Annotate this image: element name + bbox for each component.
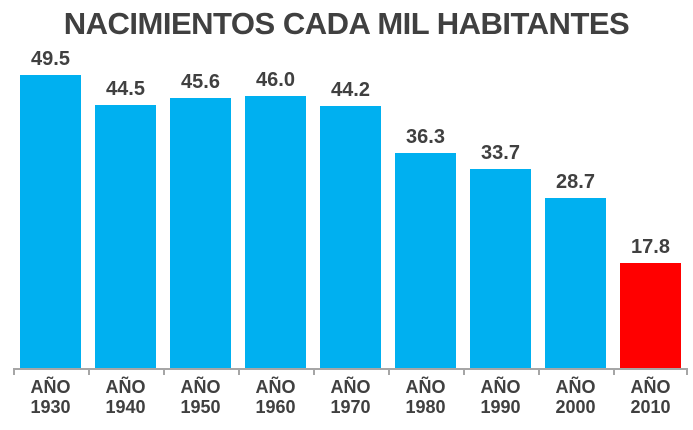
- axis-tick: [538, 368, 540, 375]
- bar-value-label: 44.2: [331, 79, 370, 101]
- bar-value-label: 49.5: [31, 48, 70, 70]
- x-axis-label-year: 1970: [330, 397, 371, 417]
- x-axis-label: AÑO 1930: [13, 377, 88, 417]
- bar-value-label: 17.8: [631, 236, 670, 258]
- bar-column: 45.6: [163, 38, 238, 368]
- x-axis-label-prefix: AÑO: [555, 377, 596, 397]
- x-axis-label-prefix: AÑO: [255, 377, 296, 397]
- x-axis-label-prefix: AÑO: [105, 377, 146, 397]
- bar: [245, 96, 306, 368]
- bar: [470, 169, 531, 368]
- x-axis-label-prefix: AÑO: [30, 377, 71, 397]
- x-axis-label: AÑO 1990: [463, 377, 538, 417]
- x-axis-label-year: 1990: [480, 397, 521, 417]
- x-axis-label-year: 1950: [180, 397, 221, 417]
- x-axis-label-prefix: AÑO: [180, 377, 221, 397]
- x-axis-label: AÑO 2000: [538, 377, 613, 417]
- x-axis-label: AÑO 1950: [163, 377, 238, 417]
- bar-value-label: 44.5: [106, 78, 145, 100]
- x-axis-label-prefix: AÑO: [630, 377, 671, 397]
- axis-tick: [238, 368, 240, 375]
- bar-column: 49.5: [13, 38, 88, 368]
- bar-value-label: 46.0: [256, 69, 295, 91]
- bar: [395, 153, 456, 368]
- bar: [95, 105, 156, 368]
- x-axis-label-year: 1930: [30, 397, 71, 417]
- bar: [20, 75, 81, 368]
- bar-value-label: 33.7: [481, 142, 520, 164]
- bar: [320, 106, 381, 368]
- bar-highlight: [620, 263, 681, 368]
- axis-tick: [388, 368, 390, 375]
- x-axis-label-prefix: AÑO: [480, 377, 521, 397]
- x-axis-label: AÑO 1970: [313, 377, 388, 417]
- bar-value-label: 36.3: [406, 126, 445, 148]
- x-axis-label: AÑO 1940: [88, 377, 163, 417]
- bar-column: 44.5: [88, 38, 163, 368]
- plot-area: 49.5 44.5 45.6 46.0 44.2 36.3 33.7 28.7 17.8: [13, 38, 688, 368]
- x-axis-label: AÑO 1960: [238, 377, 313, 417]
- bar-column: 33.7: [463, 38, 538, 368]
- bar-column: 44.2: [313, 38, 388, 368]
- x-axis-label-prefix: AÑO: [405, 377, 446, 397]
- axis-tick: [686, 368, 688, 375]
- axis-tick: [313, 368, 315, 375]
- bar-value-label: 45.6: [181, 71, 220, 93]
- bar: [545, 198, 606, 368]
- bar-column: 17.8: [613, 38, 688, 368]
- x-axis-line: [13, 368, 688, 375]
- bar-column: 28.7: [538, 38, 613, 368]
- axis-tick: [13, 368, 15, 375]
- x-axis-label-year: 1960: [255, 397, 296, 417]
- chart-title: NACIMIENTOS CADA MIL HABITANTES: [63, 6, 630, 41]
- x-axis-label-year: 1940: [105, 397, 146, 417]
- x-axis-label: AÑO 2010: [613, 377, 688, 417]
- axis-tick: [613, 368, 615, 375]
- bar-column: 36.3: [388, 38, 463, 368]
- bar-column: 46.0: [238, 38, 313, 368]
- bar-value-label: 28.7: [556, 171, 595, 193]
- axis-tick: [163, 368, 165, 375]
- bar: [170, 98, 231, 368]
- x-axis-label-prefix: AÑO: [330, 377, 371, 397]
- x-axis-label-year: 2010: [630, 397, 671, 417]
- axis-tick: [463, 368, 465, 375]
- x-axis-label: AÑO 1980: [388, 377, 463, 417]
- x-axis-label-year: 1980: [405, 397, 446, 417]
- axis-tick: [88, 368, 90, 375]
- x-axis-label-year: 2000: [555, 397, 596, 417]
- x-axis-labels: AÑO 1930 AÑO 1940 AÑO 1950 AÑO 1960 AÑO 1970 AÑO 19…: [13, 377, 688, 417]
